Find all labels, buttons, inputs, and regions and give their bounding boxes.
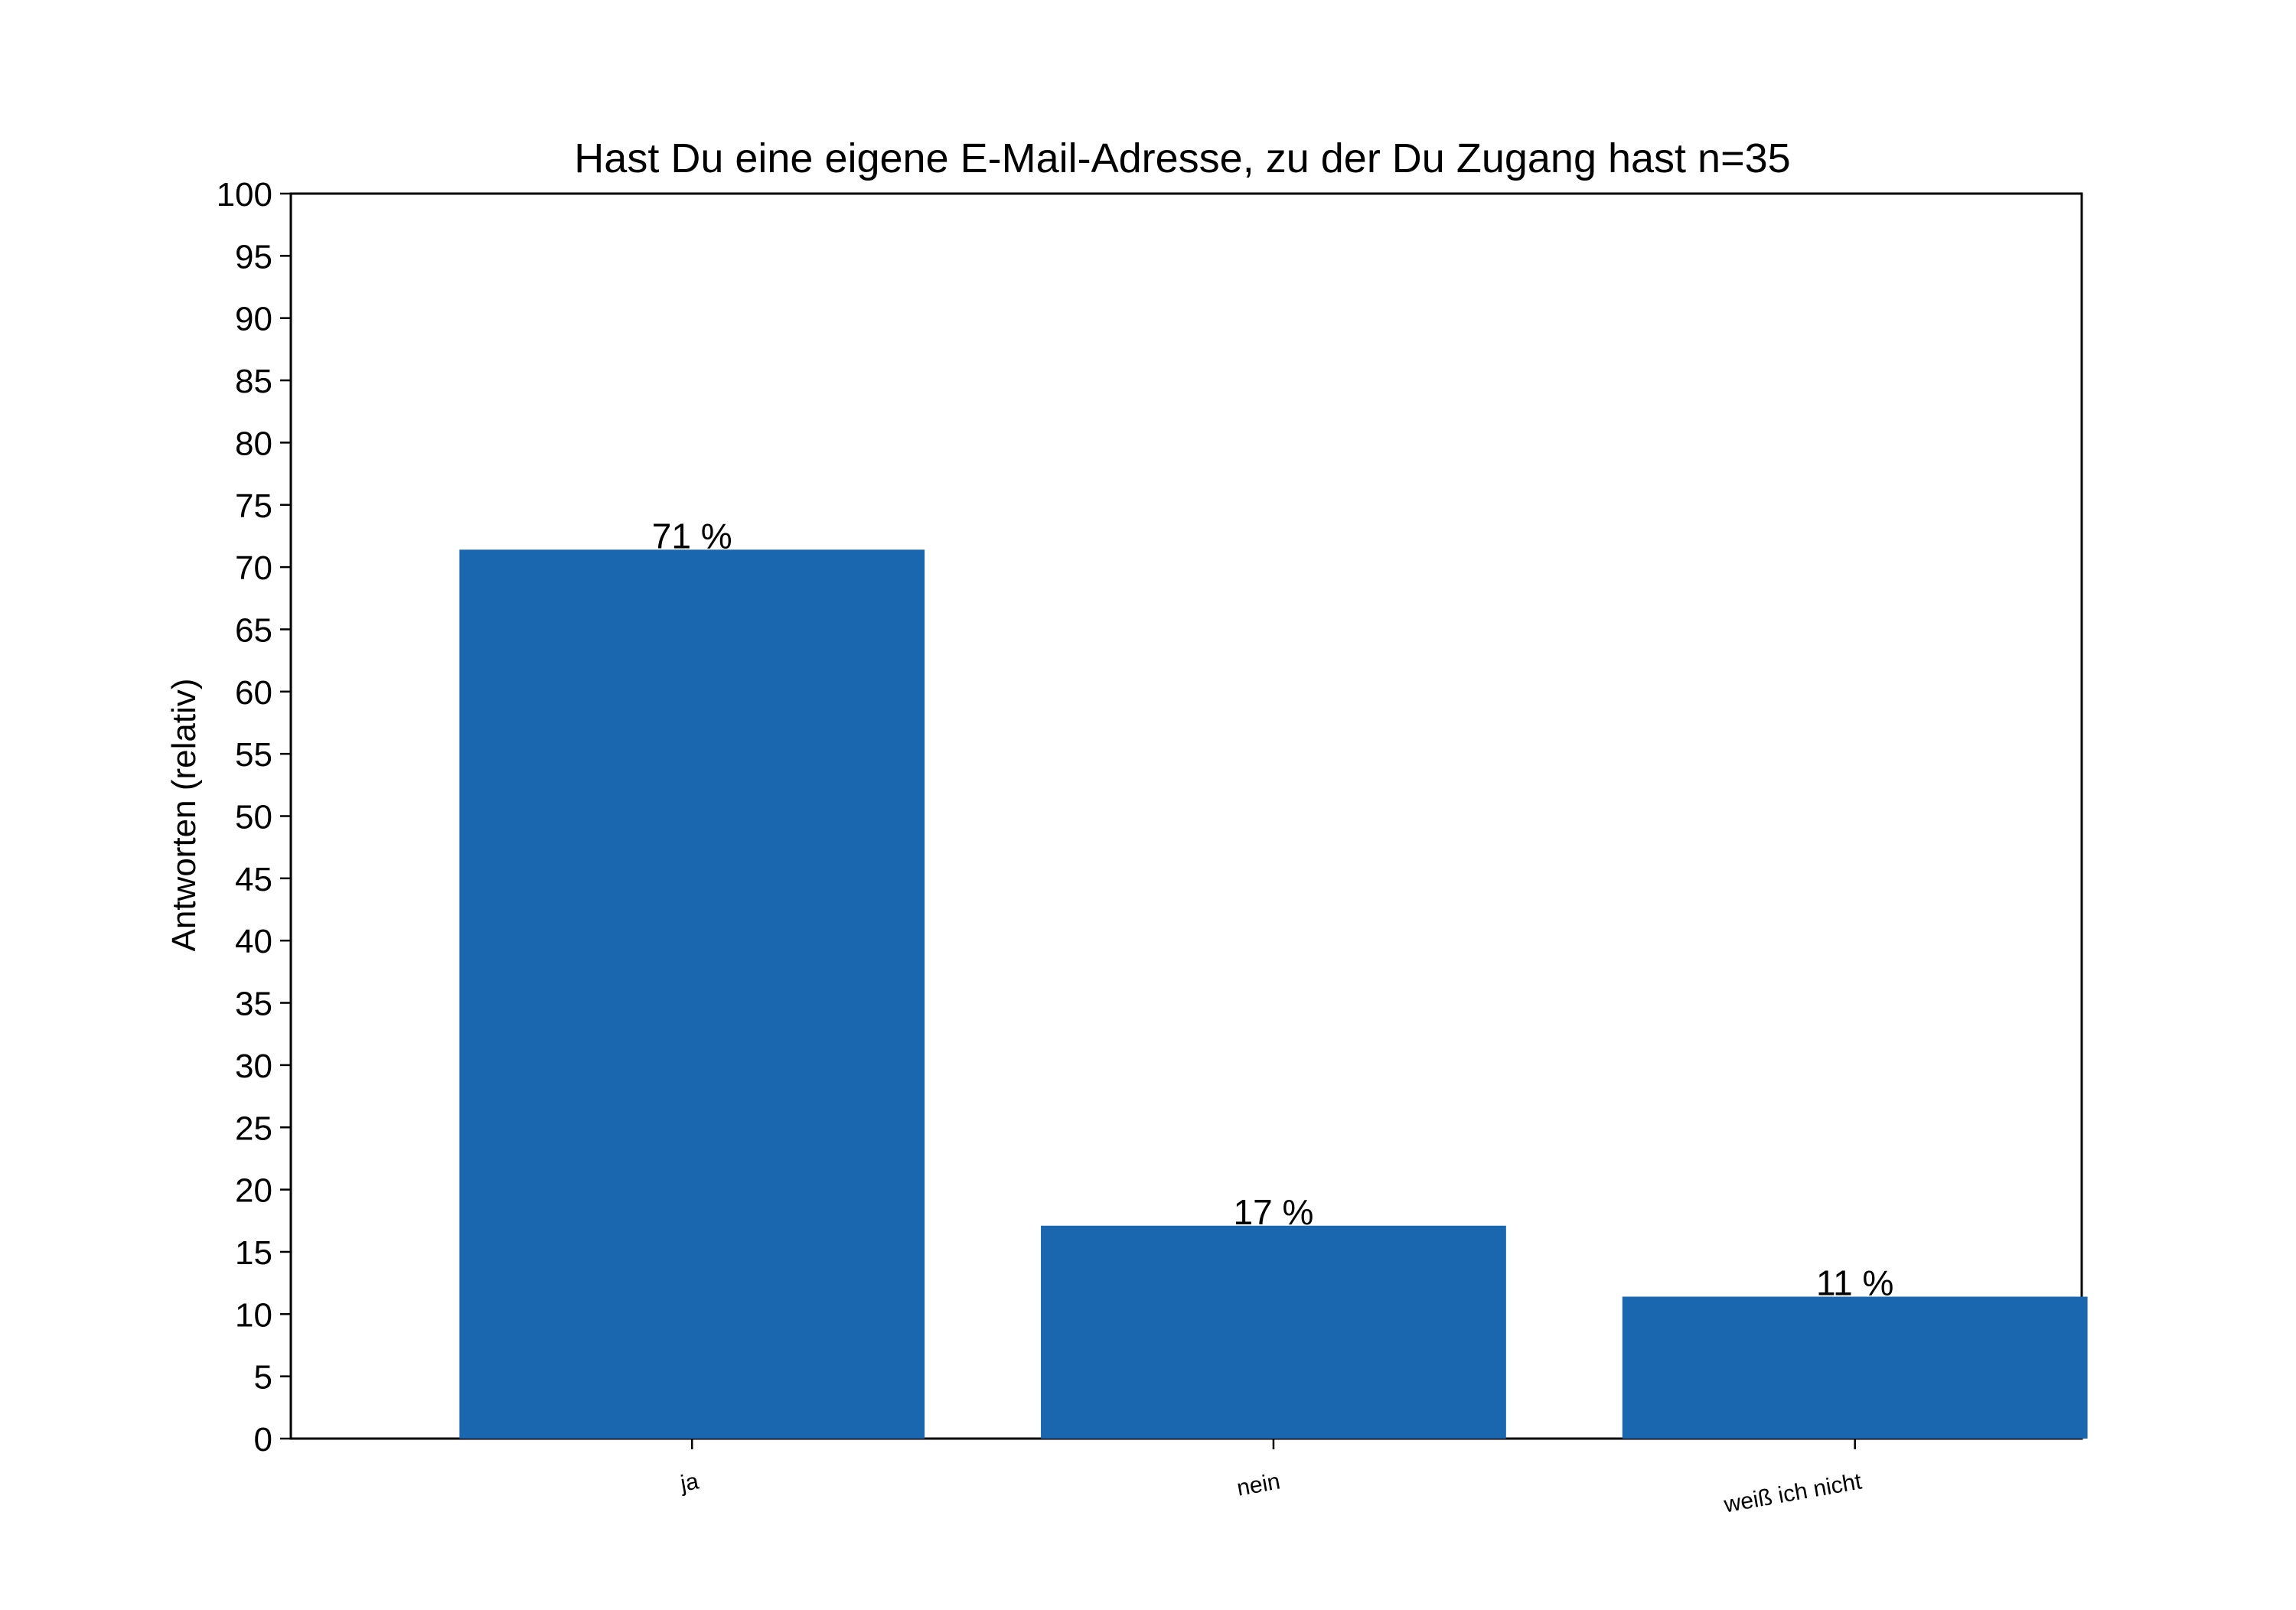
- x-tick-label-1: nein: [1235, 1468, 1283, 1501]
- bar-0: [459, 549, 925, 1439]
- y-tick-label-4: 20: [235, 1172, 272, 1210]
- y-tick-label-18: 90: [235, 301, 272, 338]
- y-tick-label-10: 50: [235, 799, 272, 836]
- x-tick-label-2: weiß ich nicht: [1721, 1468, 1864, 1517]
- y-tick-label-3: 15: [235, 1234, 272, 1272]
- y-tick-label-0: 0: [254, 1421, 272, 1458]
- y-tick-label-6: 30: [235, 1048, 272, 1085]
- y-tick-label-11: 55: [235, 736, 272, 774]
- chart-title: Hast Du eine eigene E-Mail-Adresse, zu d…: [574, 135, 1790, 181]
- y-tick-label-1: 5: [254, 1359, 272, 1397]
- y-axis: 0 5 10 15 20 25 30 35 40 45 50 55 60 65 70 75 80 85 90 95 10…: [217, 176, 291, 1458]
- y-tick-label-19: 95: [235, 238, 272, 275]
- y-tick-label-14: 70: [235, 549, 272, 587]
- y-tick-label-9: 45: [235, 861, 272, 898]
- y-tick-label-13: 65: [235, 611, 272, 649]
- value-labels: 71 % 17 % 11 %: [652, 516, 1894, 1302]
- y-tick-label-8: 40: [235, 923, 272, 960]
- bars: [459, 549, 2088, 1439]
- y-tick-label-17: 85: [235, 363, 272, 400]
- bar-2: [1622, 1296, 2088, 1439]
- x-axis: ja nein weiß ich nicht: [678, 1439, 1864, 1518]
- y-tick-label-16: 80: [235, 425, 272, 462]
- value-label-2: 11 %: [1816, 1263, 1893, 1303]
- y-tick-label-5: 25: [235, 1110, 272, 1147]
- y-tick-label-20: 100: [217, 176, 272, 213]
- x-tick-label-0: ja: [678, 1468, 701, 1497]
- y-axis-label: Antworten (relativ): [165, 678, 203, 951]
- bar-1: [1041, 1225, 1506, 1439]
- y-tick-label-7: 35: [235, 986, 272, 1023]
- y-tick-label-2: 10: [235, 1296, 272, 1334]
- y-tick-label-15: 75: [235, 487, 272, 525]
- value-label-1: 17 %: [1234, 1192, 1314, 1232]
- value-label-0: 71 %: [652, 516, 732, 556]
- y-tick-label-12: 60: [235, 674, 272, 712]
